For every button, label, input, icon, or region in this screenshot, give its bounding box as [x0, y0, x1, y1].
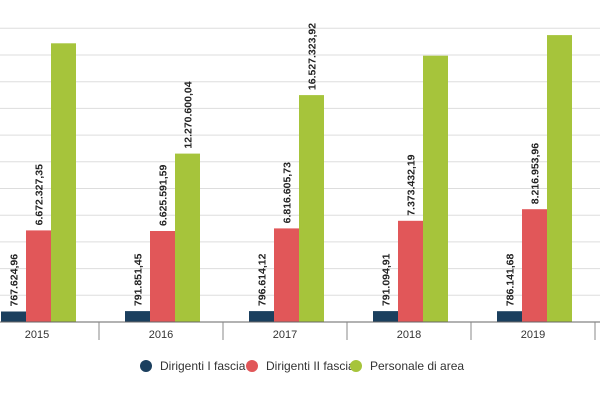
data-label: 8.216.953,96: [530, 143, 542, 204]
bar-personale-di-area-2016: [175, 153, 200, 322]
legend-swatch: [140, 360, 152, 372]
bar-personale-di-area-2018: [423, 55, 448, 322]
bar-dirigenti-ii-fascia-2019: [522, 209, 547, 322]
legend-item: Dirigenti II fascia: [246, 359, 355, 373]
legend-label: Dirigenti II fascia: [266, 359, 355, 373]
bar-dirigenti-ii-fascia-2017: [274, 228, 299, 322]
bar-dirigenti-i-fascia-2019: [497, 311, 522, 322]
data-label: 796.614,12: [257, 253, 269, 306]
bar-personale-di-area-2017: [299, 95, 324, 322]
legend-label: Dirigenti I fascia: [160, 359, 246, 373]
x-axis: 2015 2016 2017 2018 2019: [0, 321, 600, 341]
bar-dirigenti-i-fascia-2017: [249, 311, 274, 322]
bar-dirigenti-i-fascia-2015: [1, 311, 26, 322]
data-label: 6.625.591,59: [158, 165, 170, 226]
x-tick-label: 2017: [273, 329, 297, 341]
legend-item: Personale di area: [350, 359, 464, 373]
bars: [1, 35, 572, 323]
legend-swatch: [350, 360, 362, 372]
legend-swatch: [246, 360, 258, 372]
data-label: 12.270.600,04: [183, 81, 195, 148]
data-label: 6.816.605,73: [282, 162, 294, 223]
x-tick-label: 2019: [521, 329, 545, 341]
data-label: 791.851,45: [133, 253, 145, 306]
data-labels: 767.624,96 6.672.327,35 791.851,45 6.625.59…: [9, 23, 542, 307]
data-label: 6.672.327,35: [34, 164, 46, 225]
legend-item: Dirigenti I fascia: [140, 359, 246, 373]
data-label: 767.624,96: [9, 254, 21, 307]
data-label: 16.527.323,92: [307, 23, 319, 90]
x-tick-label: 2018: [397, 329, 421, 341]
data-label: 7.373.432,19: [406, 154, 418, 215]
data-label: 786.141,68: [505, 253, 517, 306]
bar-dirigenti-i-fascia-2018: [373, 311, 398, 322]
bar-personale-di-area-2019: [547, 35, 572, 322]
legend: Dirigenti I fascia Dirigenti II fascia Per…: [140, 359, 464, 373]
bar-dirigenti-i-fascia-2016: [125, 311, 150, 322]
x-tick-label: 2015: [25, 329, 49, 341]
bar-personale-di-area-2015: [51, 43, 76, 323]
bar-dirigenti-ii-fascia-2016: [150, 231, 175, 322]
bar-dirigenti-ii-fascia-2015: [26, 230, 51, 322]
legend-label: Personale di area: [370, 359, 464, 373]
x-tick-label: 2016: [149, 329, 173, 341]
data-label: 791.094,91: [381, 253, 393, 306]
bar-dirigenti-ii-fascia-2018: [398, 220, 423, 322]
